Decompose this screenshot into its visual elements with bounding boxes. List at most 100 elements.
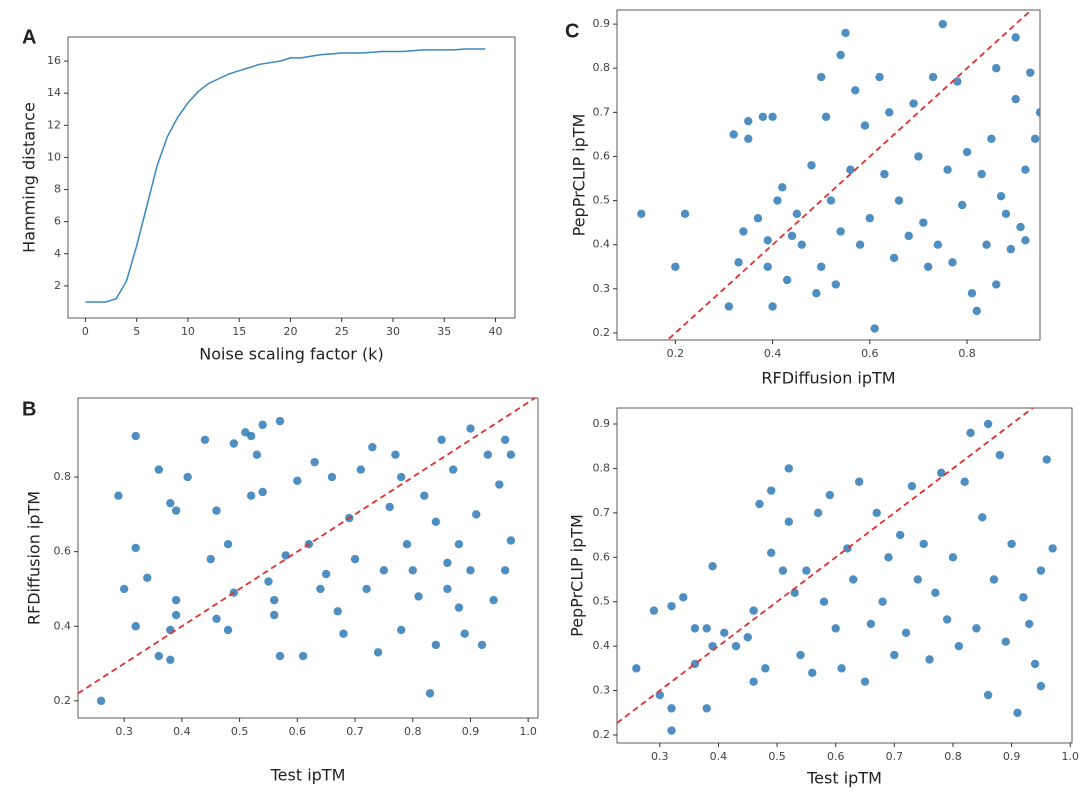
point [425, 689, 435, 698]
point [913, 575, 922, 584]
identity-line [617, 408, 1035, 724]
point [212, 614, 221, 623]
point [321, 569, 331, 579]
point [778, 566, 788, 575]
point [914, 152, 923, 161]
x-tick-label: 10 [181, 325, 195, 338]
point [767, 548, 776, 558]
plot-frame [616, 9, 1041, 341]
point [875, 72, 884, 82]
y-tick-label: 0.8 [593, 461, 611, 474]
point [1030, 134, 1040, 144]
point [925, 655, 934, 664]
point [1016, 222, 1025, 232]
x-tick-label: 5 [133, 325, 140, 338]
point [339, 629, 348, 638]
x-tick-label: 0.5 [231, 725, 249, 738]
point [768, 112, 777, 121]
point [632, 664, 641, 673]
point [472, 510, 481, 519]
point [270, 595, 279, 605]
point [962, 147, 972, 157]
panel-label: A [22, 26, 36, 48]
panel-label: C [565, 20, 579, 42]
point [166, 498, 175, 508]
point [316, 584, 325, 594]
y-tick-label: 0.4 [593, 639, 611, 652]
point [763, 262, 772, 271]
point [420, 491, 429, 500]
point [270, 610, 279, 620]
point [281, 551, 290, 560]
y-tick-label: 0.8 [54, 470, 72, 483]
point [954, 641, 964, 651]
point [171, 506, 181, 515]
point [1035, 108, 1040, 117]
point [1006, 244, 1016, 254]
point [813, 508, 823, 518]
point [817, 262, 826, 271]
point [768, 302, 777, 311]
point [943, 165, 952, 174]
point [729, 130, 738, 139]
y-tick-label: 0.9 [593, 17, 611, 30]
point [298, 651, 308, 661]
point [356, 465, 366, 474]
point [812, 289, 821, 298]
x-tick-label: 0.3 [651, 750, 669, 763]
point [489, 595, 498, 605]
point [948, 553, 958, 562]
point [402, 540, 412, 549]
y-tick-label: 8 [54, 183, 61, 196]
point [143, 573, 152, 582]
point [778, 183, 787, 192]
plot-area [85, 48, 486, 303]
point [849, 575, 858, 584]
x-tick-label: 15 [232, 325, 246, 338]
panel-label: B [22, 398, 36, 420]
point [448, 465, 458, 474]
point [426, 723, 434, 731]
point [773, 196, 782, 205]
point [825, 490, 835, 500]
point [477, 640, 487, 650]
point [171, 610, 181, 620]
point [206, 554, 215, 564]
x-tick-label: 0.4 [173, 725, 191, 738]
point [967, 289, 977, 298]
point [649, 606, 659, 615]
y-tick-label: 14 [47, 86, 61, 99]
point [1021, 165, 1030, 174]
point [431, 640, 441, 650]
point [749, 677, 758, 686]
y-tick-label: 0.3 [593, 684, 611, 697]
x-tick-label: 0.3 [115, 725, 133, 738]
point [807, 161, 816, 170]
x-tick-label: 0.8 [404, 725, 422, 738]
y-tick-label: 2 [54, 279, 61, 292]
point [258, 420, 267, 430]
point [1021, 236, 1030, 245]
point [96, 696, 106, 706]
point [890, 650, 899, 660]
x-axis-label: Test ipTM [806, 769, 882, 788]
y-axis-label: Hamming distance [20, 102, 39, 253]
point [749, 606, 758, 615]
point [753, 214, 763, 223]
point [767, 486, 776, 495]
x-axis-label: RFDiffusion ipTM [761, 369, 895, 388]
point [1013, 708, 1022, 717]
x-tick-label: 40 [489, 325, 503, 338]
point [763, 236, 772, 245]
point [385, 502, 394, 512]
point [819, 597, 829, 606]
point [860, 677, 870, 686]
point [327, 472, 337, 482]
y-tick-label: 0.7 [593, 506, 611, 519]
point [744, 116, 753, 126]
point [983, 419, 993, 429]
x-tick-label: 0.2 [667, 347, 685, 360]
point [667, 601, 676, 611]
y-tick-label: 0.9 [593, 417, 611, 430]
point [996, 191, 1006, 201]
